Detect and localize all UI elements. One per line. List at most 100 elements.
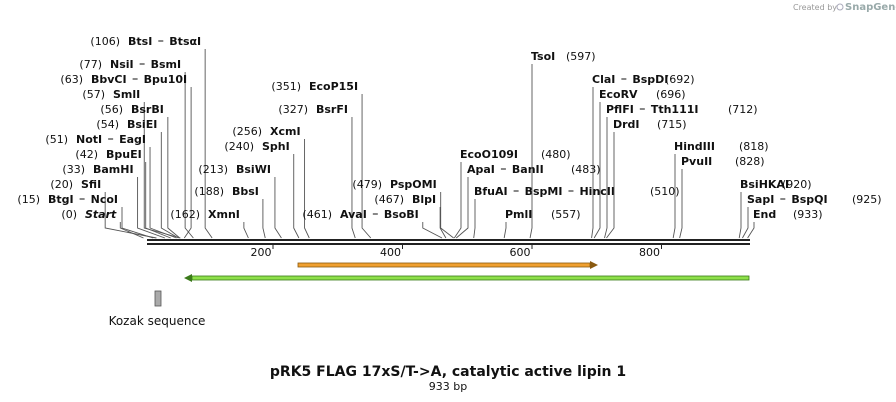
leader-line <box>160 132 179 239</box>
leader-line <box>473 199 476 239</box>
credit-brand: SnapGene <box>845 2 896 13</box>
leader-line <box>503 222 507 239</box>
enzyme-name: BamHI <box>93 163 134 176</box>
site-position: (351) <box>271 80 301 93</box>
enzyme-name: SmlI <box>113 88 140 101</box>
leader-line <box>439 207 447 239</box>
enzyme-name: EcoRV <box>599 88 638 101</box>
leader-line <box>606 132 615 239</box>
leader-line <box>137 177 166 239</box>
leader-line <box>304 139 310 239</box>
leader-line <box>738 192 742 239</box>
site-position: (56) <box>100 103 123 116</box>
enzyme-name: BsrFI <box>316 103 348 116</box>
site-position: (712) <box>728 103 758 116</box>
leader-line <box>183 87 192 239</box>
leader-line <box>243 222 249 239</box>
enzyme-name: BlpI <box>412 193 436 206</box>
site-position: (933) <box>793 208 823 221</box>
leader-line <box>262 199 266 239</box>
site-position: (213) <box>198 163 228 176</box>
enzyme-name: ClaI <box>592 73 615 86</box>
site-position: (597) <box>566 50 596 63</box>
site-position: (256) <box>232 125 262 138</box>
ruler-label: 200 <box>251 246 272 259</box>
leader-line <box>149 147 177 239</box>
enzyme-name: NcoI <box>91 193 118 206</box>
leader-line <box>453 162 462 239</box>
site-position: (692) <box>665 73 695 86</box>
site-position: (480) <box>541 148 571 161</box>
enzyme-name: XcmI <box>270 125 301 138</box>
ruler-label: 600 <box>510 246 531 259</box>
map-title: pRK5 FLAG 17xS/T->A, catalytic active li… <box>270 364 626 380</box>
leader-line <box>121 207 154 239</box>
leader-line <box>455 177 469 239</box>
site-position: (818) <box>739 140 769 153</box>
site-position: (42) <box>75 148 98 161</box>
enzyme-name: NotI <box>76 133 102 146</box>
leader-line <box>119 222 144 239</box>
site-position: (51) <box>45 133 68 146</box>
leader-line <box>679 169 683 239</box>
site-position: (188) <box>194 185 224 198</box>
ruler-label: 400 <box>380 246 401 259</box>
site-position: (925) <box>852 193 882 206</box>
enzyme-name: PflFI <box>606 103 634 116</box>
enzyme-name: BbsI <box>232 185 259 198</box>
leader-line <box>361 94 372 239</box>
enzyme-name: BbvCI <box>91 73 127 86</box>
enzyme-name: BtsI <box>128 35 152 48</box>
leader-line <box>593 102 601 239</box>
enzyme-name: EcoP15I <box>309 80 358 93</box>
enzyme-name: PmlI <box>505 208 532 221</box>
enzyme-name: BsrBI <box>131 103 164 116</box>
enzyme-name: BtgI <box>48 193 74 206</box>
leader-line <box>604 117 608 239</box>
site-position: (327) <box>278 103 308 116</box>
site-position: (240) <box>224 140 254 153</box>
site-position: (15) <box>17 193 40 206</box>
enzyme-name: ApaI <box>467 163 495 176</box>
site-position: (557) <box>551 208 581 221</box>
enzyme-name: BspDI <box>632 73 668 86</box>
enzyme-name: BsoBI <box>384 208 419 221</box>
map-length: 933 bp <box>429 380 467 393</box>
enzyme-name: BsmI <box>151 58 182 71</box>
leader-line <box>204 49 213 239</box>
leader-line <box>167 117 181 239</box>
enzyme-name: SapI <box>747 193 774 206</box>
site-position: (920) <box>782 178 812 191</box>
enzyme-name: BsiWI <box>236 163 271 176</box>
leader-line <box>672 154 676 239</box>
leader-line <box>293 154 300 239</box>
enzyme-name: DrdI <box>613 118 640 131</box>
site-position: (162) <box>170 208 200 221</box>
site-position: (483) <box>571 163 601 176</box>
enzyme-name: HincII <box>579 185 615 198</box>
green-feature <box>184 274 750 282</box>
leader-line <box>184 72 194 239</box>
site-position: (57) <box>82 88 105 101</box>
orange-feature <box>297 261 598 269</box>
enzyme-name: PvuII <box>681 155 712 168</box>
site-position: (63) <box>60 73 83 86</box>
leader-line <box>351 117 356 239</box>
site-position: (20) <box>50 178 73 191</box>
site-position: (33) <box>62 163 85 176</box>
site-position: (696) <box>656 88 686 101</box>
enzyme-name: EcoO109I <box>460 148 518 161</box>
site-position: (510) <box>650 185 680 198</box>
enzyme-name: BfuAI <box>474 185 508 198</box>
site-position: (715) <box>657 118 687 131</box>
enzyme-name: AvaI <box>340 208 367 221</box>
leader-line <box>591 87 594 239</box>
site-position: (467) <box>374 193 404 206</box>
site-position: (106) <box>90 35 120 48</box>
enzyme-name: TsoI <box>531 50 555 63</box>
enzyme-name: BtsαI <box>169 35 201 48</box>
enzyme-name: BsiHKAI <box>740 178 789 191</box>
enzyme-name: End <box>753 208 776 221</box>
enzyme-name: BsiEI <box>127 118 157 131</box>
